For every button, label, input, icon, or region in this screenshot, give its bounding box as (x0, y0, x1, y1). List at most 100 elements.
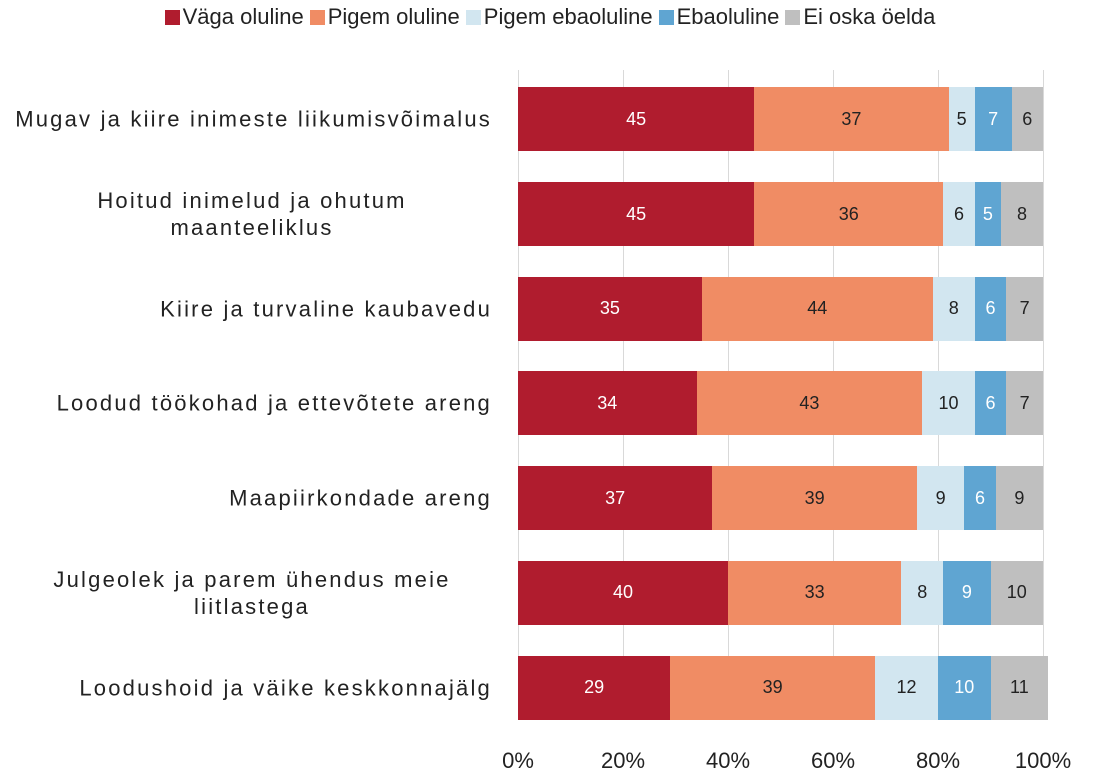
bar-segment: 6 (974, 276, 1007, 341)
value-label: 35 (599, 298, 620, 319)
legend-swatch (164, 9, 180, 25)
bar-segment: 36 (754, 182, 944, 247)
bar-segment: 39 (712, 466, 917, 531)
value-label: 8 (948, 298, 959, 319)
bar-segment: 9 (943, 560, 991, 625)
grid-line (1043, 70, 1044, 720)
value-label: 36 (838, 203, 859, 224)
bar-segment: 6 (1011, 87, 1043, 152)
value-label: 12 (896, 677, 917, 698)
bar-segment: 29 (518, 655, 671, 720)
legend-item: Pigem ebaoluline (465, 4, 653, 30)
value-label: 5 (956, 108, 967, 129)
bar-segment: 10 (938, 655, 991, 720)
legend-label: Pigem ebaoluline (483, 4, 653, 29)
bar-segment: 5 (974, 182, 1001, 247)
x-tick-label: 100% (1014, 748, 1072, 773)
value-label: 40 (612, 582, 634, 603)
value-label: 37 (841, 108, 862, 129)
bar-segment: 43 (696, 371, 923, 436)
value-label: 9 (1014, 487, 1025, 508)
bar-segment: 39 (670, 655, 875, 720)
category-label: Maapiirkondade areng (229, 485, 492, 511)
value-label: 7 (1019, 392, 1030, 413)
x-tick-label: 40% (705, 748, 751, 773)
value-label: 10 (938, 392, 959, 413)
bar-segment: 8 (1001, 182, 1043, 247)
bar-segment: 10 (990, 560, 1043, 625)
value-label: 34 (597, 392, 618, 413)
x-tick-label: 20% (600, 748, 646, 773)
value-label: 29 (584, 677, 605, 698)
value-label: 43 (799, 392, 820, 413)
bar-segment: 40 (518, 560, 728, 625)
bar-segment: 37 (518, 466, 713, 531)
bar-segment: 8 (932, 276, 975, 341)
bar-segment: 11 (990, 655, 1049, 720)
bar-segment: 8 (901, 560, 944, 625)
value-label: 7 (1019, 298, 1030, 319)
value-label: 45 (626, 108, 647, 129)
value-label: 7 (988, 108, 999, 129)
legend-swatch (465, 9, 481, 25)
value-label: 6 (985, 298, 996, 319)
bar-segment: 37 (754, 87, 949, 152)
legend-item: Pigem oluline (309, 4, 460, 30)
category-label: Kiire ja turvaline kaubavedu (160, 296, 492, 322)
value-label: 6 (974, 487, 985, 508)
value-label: 10 (1006, 582, 1027, 603)
bar-segment: 12 (875, 655, 938, 720)
value-label: 39 (762, 677, 783, 698)
value-label: 44 (807, 298, 828, 319)
value-label: 10 (954, 677, 975, 698)
value-label: 45 (626, 203, 647, 224)
legend-item: Ebaoluline (658, 4, 780, 30)
bar-segment: 9 (917, 466, 965, 531)
value-label: 39 (804, 487, 825, 508)
value-label: 8 (917, 582, 928, 603)
category-label: Julgeolek ja parem ühendus meie liitlast… (53, 566, 451, 619)
category-label: Loodud töökohad ja ettevõtete areng (56, 390, 492, 416)
bar-segment: 34 (518, 371, 697, 436)
legend-label: Ei oska öelda (803, 4, 936, 29)
legend-label: Pigem oluline (327, 4, 460, 29)
bar-segment: 6 (964, 466, 996, 531)
bar-segment: 7 (1006, 276, 1043, 341)
legend-label: Ebaoluline (676, 4, 780, 29)
value-label: 6 (1022, 108, 1033, 129)
bar-segment: 6 (974, 371, 1007, 436)
bar-segment: 45 (518, 87, 755, 152)
category-label: Hoitud inimelud ja ohutum maanteeliklus (97, 188, 407, 241)
x-tick-label: 0% (502, 748, 534, 773)
x-tick-label: 60% (810, 748, 856, 773)
legend-swatch (309, 9, 325, 25)
value-label: 11 (1010, 677, 1029, 698)
value-label: 33 (804, 582, 825, 603)
legend-item: Väga oluline (164, 4, 304, 30)
x-tick-label: 80% (915, 748, 961, 773)
bar-segment: 45 (518, 182, 755, 247)
legend-item: Ei oska öelda (785, 4, 935, 30)
value-label: 9 (961, 582, 972, 603)
bar-segment: 7 (974, 87, 1012, 152)
bar-segment: 33 (728, 560, 902, 625)
legend-swatch (658, 9, 674, 25)
bar-segment: 9 (995, 466, 1043, 531)
value-label: 6 (953, 203, 964, 224)
bar-segment: 44 (701, 276, 933, 341)
bar-segment: 7 (1006, 371, 1043, 436)
value-label: 37 (605, 487, 626, 508)
bar-segment: 5 (948, 87, 975, 152)
value-label: 8 (1016, 203, 1027, 224)
category-label: Loodushoid ja väike keskkonnajälg (79, 675, 492, 701)
legend-swatch (785, 9, 801, 25)
bar-segment: 6 (943, 182, 975, 247)
legend-label: Väga oluline (182, 4, 304, 29)
value-label: 5 (982, 203, 993, 224)
value-label: 9 (935, 487, 946, 508)
legend: Väga oluline Pigem oluline Pigem ebaolulin… (0, 4, 1100, 30)
bar-segment: 10 (922, 371, 975, 436)
bar-segment: 35 (518, 276, 702, 341)
category-label: Mugav ja kiire inimeste liikumisvõimalus (15, 106, 492, 132)
